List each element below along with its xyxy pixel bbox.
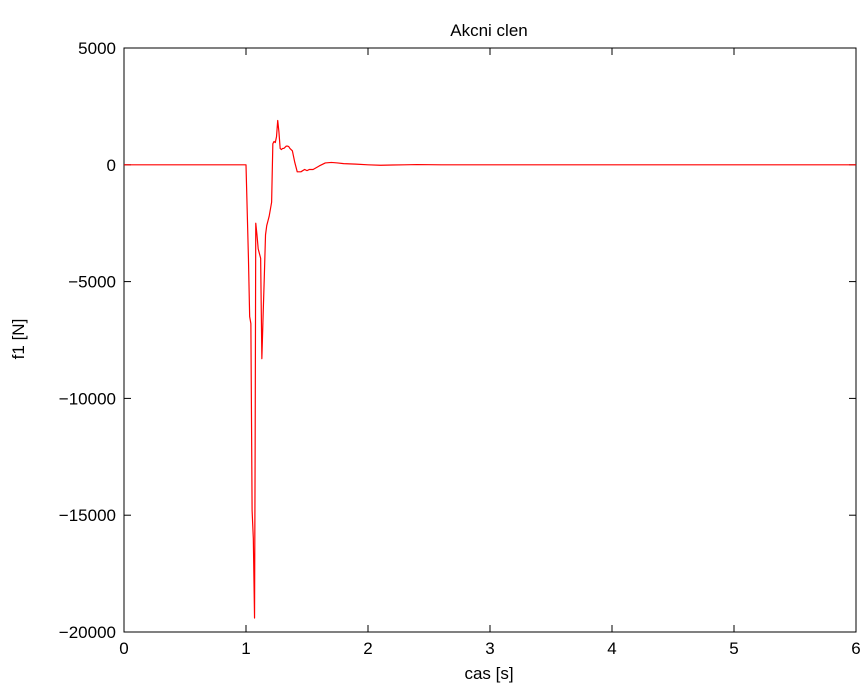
series-layer [124, 119, 856, 619]
plot-area [123, 47, 857, 633]
y-tick-label: 0 [107, 156, 116, 175]
y-tick-label: −5000 [68, 273, 116, 292]
chart-title: Akcni clen [450, 21, 527, 40]
y-tick-label: −10000 [59, 389, 116, 408]
x-tick-label: 5 [729, 639, 738, 658]
x-tick-label: 4 [607, 639, 616, 658]
y-tick-label: 5000 [78, 39, 116, 58]
x-axis-label: cas [s] [464, 664, 513, 683]
x-tick-label: 0 [119, 639, 128, 658]
axis-ticks: 0 1 2 3 4 5 6 5000 0 −5000 −10000 −15000 −20000 [59, 39, 861, 658]
series-line [124, 119, 856, 619]
y-axis-label: f1 [N] [9, 319, 28, 360]
x-tick-label: 1 [241, 639, 250, 658]
y-tick-label: −20000 [59, 623, 116, 642]
x-tick-label: 2 [363, 639, 372, 658]
x-tick-label: 3 [485, 639, 494, 658]
y-tick-label: −15000 [59, 506, 116, 525]
x-tick-label: 6 [851, 639, 860, 658]
